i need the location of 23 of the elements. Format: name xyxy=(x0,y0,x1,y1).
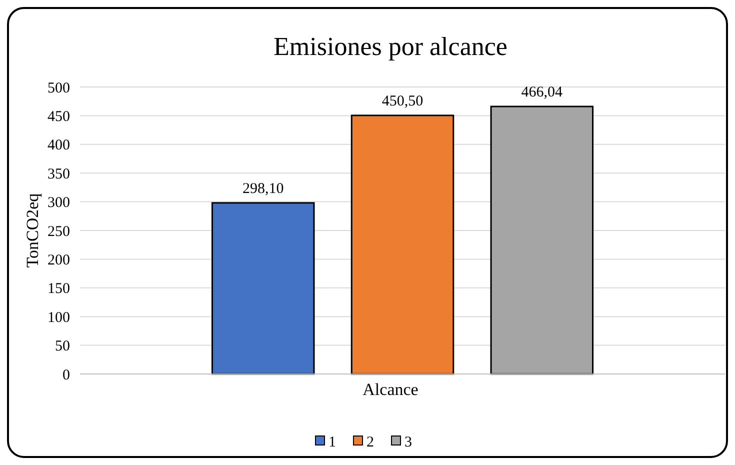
x-axis-title: Alcance xyxy=(362,380,418,399)
y-axis-title: TonCO2eq xyxy=(23,192,42,268)
y-tick-label: 0 xyxy=(62,367,70,384)
legend-label: 2 xyxy=(366,434,374,450)
data-label: 466,04 xyxy=(521,84,564,100)
chart-title: Emisiones por alcance xyxy=(274,32,508,61)
legend-label: 3 xyxy=(404,434,412,450)
y-tick-label: 400 xyxy=(48,138,70,154)
bar xyxy=(350,114,454,375)
legend-label: 1 xyxy=(328,434,336,450)
y-tick-label: 350 xyxy=(48,166,70,182)
y-tick-label: 250 xyxy=(48,224,70,240)
y-tick-label: 200 xyxy=(48,252,70,268)
y-tick-label: 150 xyxy=(48,281,70,298)
y-tick-label: 50 xyxy=(55,338,70,355)
y-tick-label: 100 xyxy=(48,310,70,326)
data-label: 298,10 xyxy=(242,180,284,197)
data-label: 450,50 xyxy=(382,93,424,110)
y-tick-label: 300 xyxy=(48,195,70,212)
bar xyxy=(211,202,315,375)
bar xyxy=(490,106,594,375)
y-tick-label: 450 xyxy=(48,108,70,125)
y-tick-label: 500 xyxy=(48,80,70,96)
